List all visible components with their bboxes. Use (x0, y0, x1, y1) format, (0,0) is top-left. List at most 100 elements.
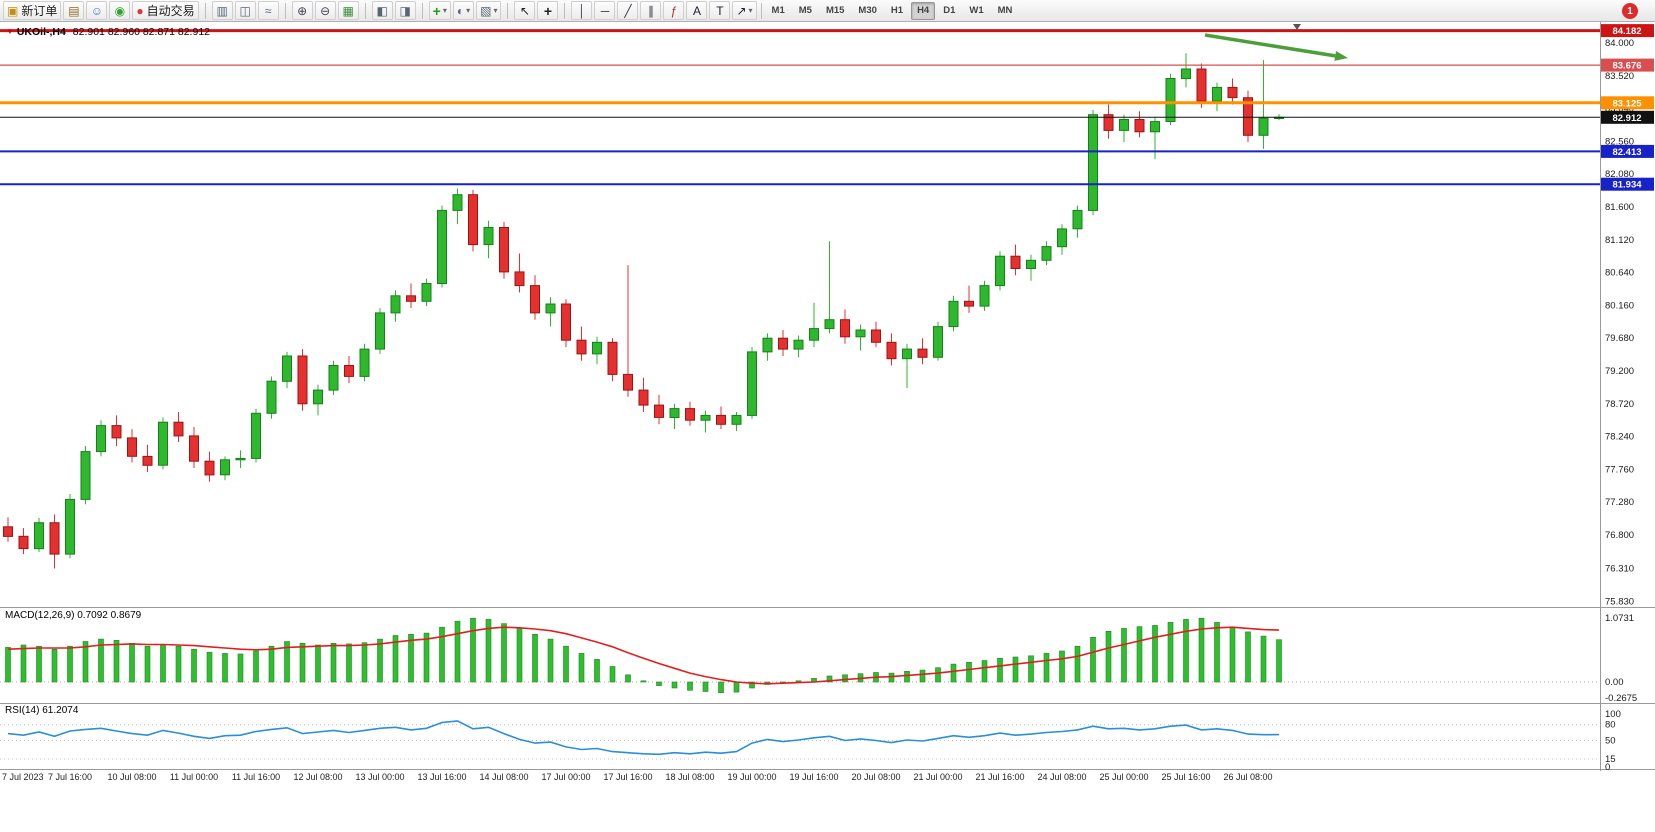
candle (1041, 246, 1052, 261)
timeframe-w1-button[interactable]: W1 (969, 5, 984, 16)
macd-histogram-bar (129, 642, 135, 683)
macd-histogram-bar (888, 672, 895, 683)
add-indicator-caret-icon[interactable]: ▾ (442, 6, 447, 15)
fibonacci-button[interactable]: ƒ (663, 1, 685, 20)
arrows-button[interactable]: ↗ ▾ (732, 1, 757, 20)
tile-windows-button[interactable]: ▦ (337, 1, 359, 20)
vertical-line-button[interactable]: │ (571, 1, 593, 20)
macd-histogram-bar (1074, 645, 1081, 683)
macd-indicator-pane[interactable]: 1.0731 0.00 -0.2675 MACD(12,26,9) 0.7092 0… (0, 607, 1655, 704)
timeframe-h1-button[interactable]: H1 (890, 5, 904, 16)
time-axis-label: 25 Jul 16:00 (1161, 772, 1211, 782)
candle (49, 522, 60, 555)
price-axis-label: 80.160 (1605, 300, 1634, 311)
notification-badge[interactable]: 1 (1622, 3, 1638, 19)
candle (499, 227, 509, 273)
candle (545, 303, 556, 314)
price-axis-label: 79.680 (1605, 333, 1634, 344)
timeframe-h4-button[interactable]: H4 (911, 1, 936, 20)
time-axis-label: 13 Jul 16:00 (417, 772, 467, 782)
macd-histogram-bar (377, 638, 383, 683)
trendline-icon: ╱ (624, 3, 632, 18)
chart-title: ▼ UKOil-,H4 82.901 82.960 82.871 82.912 (6, 26, 210, 38)
candlestick-mode-button[interactable]: ◫ (234, 1, 256, 20)
price-chart-canvas[interactable]: 84.00083.52083.04082.56082.08081.60081.1… (0, 22, 1655, 607)
timeframe-m1-button[interactable]: M1 (771, 5, 785, 16)
text-label-icon: T (716, 3, 724, 18)
toolbar-separator (364, 2, 366, 19)
macd-histogram-bar (656, 681, 662, 686)
add-indicator-button[interactable]: + ▾ (428, 1, 451, 20)
macd-histogram-bar (1121, 628, 1127, 683)
timeframe-m15-button[interactable]: M15 (825, 5, 845, 16)
candlestick-mode-icon: ◫ (239, 3, 251, 18)
candle (18, 535, 29, 550)
chart-shift-button[interactable]: ◨ (394, 1, 416, 20)
time-axis-label: 10 Jul 08:00 (107, 772, 157, 782)
new-order-button[interactable]: ▣ 新订单 (3, 1, 62, 20)
trendline-button[interactable]: ╱ (617, 1, 639, 20)
bar-chart-mode-icon: ▥ (216, 3, 228, 18)
macd-histogram-bar (1059, 650, 1065, 683)
price-axis-label: 77.280 (1605, 497, 1634, 508)
bar-chart-mode-button[interactable]: ▥ (211, 1, 233, 20)
timeframe-d1-button[interactable]: D1 (943, 5, 956, 16)
timeframe-m30-button[interactable]: M30 (858, 5, 877, 16)
profile-button[interactable]: ☺ (86, 1, 108, 20)
candle (468, 194, 478, 246)
equidistant-channel-button[interactable]: ∥ (640, 1, 662, 20)
price-chart-pane[interactable]: 84.00083.52083.04082.56082.08081.60081.1… (0, 22, 1655, 607)
service-button[interactable]: ◉ (109, 1, 131, 20)
price-axis-label: 81.120 (1605, 235, 1634, 246)
macd-histogram-bar (1105, 630, 1112, 683)
price-level-badge-text: 83.125 (1612, 98, 1642, 109)
auto-scroll-button[interactable]: ◧ (371, 1, 393, 20)
macd-histogram-bar (253, 650, 259, 683)
candle (731, 414, 742, 425)
periods-button[interactable]: ◐ ▾ (452, 1, 475, 20)
macd-histogram-bar (609, 666, 616, 683)
horizontal-line-button[interactable]: ─ (594, 1, 616, 20)
candle (1196, 68, 1207, 102)
time-axis-label: 17 Jul 00:00 (541, 772, 591, 782)
text-label-button[interactable]: T (709, 1, 731, 20)
candle (344, 365, 354, 377)
candle (80, 451, 91, 500)
trend-arrow-annotation[interactable] (1204, 33, 1336, 58)
zoom-in-button[interactable]: ⊕ (291, 1, 313, 20)
price-level-badge-text: 81.934 (1612, 180, 1642, 191)
time-axis-label: 24 Jul 08:00 (1037, 772, 1087, 782)
candle (313, 389, 323, 405)
rsi-axis-label: 100 (1605, 709, 1621, 720)
zoom-out-button[interactable]: ⊖ (314, 1, 336, 20)
macd-histogram-bar (470, 617, 476, 683)
cursor-button[interactable]: ↖ (514, 1, 536, 20)
macd-histogram-bar (51, 648, 58, 683)
text-button[interactable]: A (686, 1, 708, 20)
rsi-indicator-pane[interactable]: 100 80 50 15 0 RSI(14) 61.2074 (0, 703, 1655, 771)
crosshair-button[interactable]: + (537, 1, 559, 20)
templates-caret-icon[interactable]: ▾ (493, 6, 498, 15)
candle (933, 326, 943, 358)
macd-canvas[interactable]: 1.0731 0.00 -0.2675 (0, 608, 1655, 704)
macd-histogram-bar (950, 663, 957, 683)
macd-histogram-bar (1012, 656, 1019, 683)
macd-histogram-bar (268, 645, 275, 683)
time-axis-label: 11 Jul 16:00 (231, 772, 281, 782)
periods-caret-icon[interactable]: ▾ (466, 6, 471, 15)
templates-button[interactable]: ▧ ▾ (476, 1, 502, 20)
timeframe-m5-button[interactable]: M5 (798, 5, 812, 16)
line-chart-mode-button[interactable]: ≈ (257, 1, 279, 20)
templates-icon: ▧ (480, 3, 492, 18)
auto-trading-button[interactable]: ● 自动交易 (132, 1, 199, 20)
macd-histogram-bar (1214, 622, 1220, 683)
toolbar: ▣ 新订单 ▤ ☺ ◉ ● 自动交易 ▥ ◫ ≈ ⊕ ⊖ ▦ ◧ ◨ + ▾ ◐ ▾ ▧ ▾ ↖ + │ ─ ╱ ∥ ƒ A T ↗ ▾ M1… (0, 0, 1655, 22)
timeframe-mn-button[interactable]: MN (997, 5, 1013, 16)
charts-button[interactable]: ▤ (63, 1, 85, 20)
arrows-caret-icon[interactable]: ▾ (748, 6, 753, 15)
macd-histogram-bar (1198, 617, 1205, 683)
candle (902, 348, 912, 360)
time-axis[interactable]: 7 Jul 2023 7 Jul 16:00 10 Jul 08:00 11 Jul … (0, 772, 1655, 786)
